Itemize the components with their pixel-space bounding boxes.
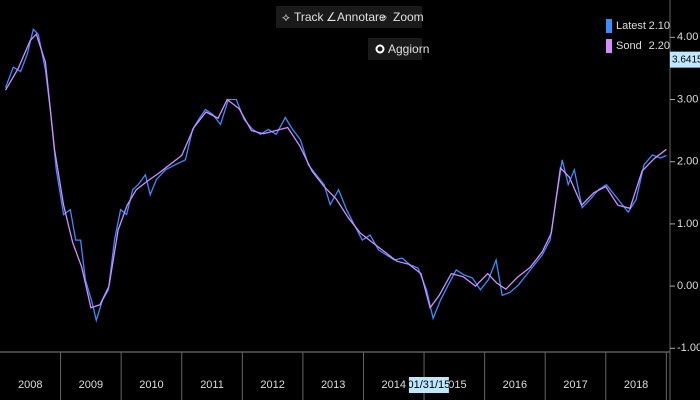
legend-swatch [606,19,612,33]
y-tick-label: -1.00 [677,342,700,354]
x-tick-label: 2012 [260,379,284,391]
series-line [4,32,667,310]
cursor-y-box [670,51,700,68]
legend: Latest 2.10 Sond 2.20 [606,19,670,53]
x-tick-label: 2016 [503,379,527,391]
toolbar-bg [276,6,422,28]
legend-value: 2.20 [649,40,670,52]
legend-label: Latest [616,20,646,32]
x-tick-label: 2011 [200,379,224,391]
x-tick-label: 2018 [624,379,648,391]
toolbar: ⟡ Track ∠ Annotare ⌕ Zoom Aggiorn [276,6,429,60]
annotate-icon: ∠ [326,10,337,24]
legend-value: 2.10 [649,20,670,32]
zoom-button[interactable]: Zoom [393,10,424,24]
zoom-icon: ⌕ [381,10,388,24]
x-tick-label: 2008 [18,379,42,391]
y-tick-label: 4.00 [677,31,698,43]
legend-swatch [606,39,612,53]
track-button[interactable]: Track [294,10,325,24]
y-tick-label: 1.00 [677,218,698,230]
x-tick-label: 2009 [79,379,103,391]
refresh-icon [375,44,385,54]
legend-label: Sond [616,40,642,52]
x-tick-label: 2010 [139,379,163,391]
annotate-button[interactable]: Annotare [337,10,386,24]
x-tick-label: 2017 [563,379,587,391]
cursor-x-label: 01/31/15 [407,379,450,391]
refresh-button[interactable]: Aggiorn [388,42,429,56]
y-tick-label: 2.00 [677,156,698,168]
x-tick-label: 2014 [382,379,406,391]
track-icon: ⟡ [282,10,290,24]
x-tick-label: 2013 [321,379,345,391]
cursor-y-label: 3.6415 [672,54,700,65]
y-tick-label: 0.00 [677,280,698,292]
cursor-x-box [408,377,449,393]
y-tick-label: 3.00 [677,93,698,105]
refresh-bg [368,38,422,60]
